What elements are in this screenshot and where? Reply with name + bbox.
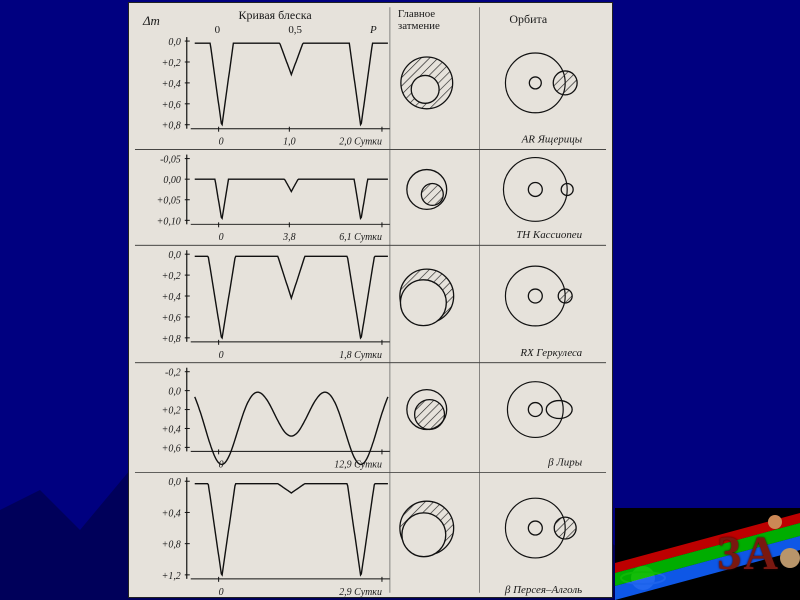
svg-text:+0,8: +0,8 [162,334,181,345]
col-eclipse-label-2: затмение [398,20,440,32]
svg-text:6,1 Сутки: 6,1 Сутки [339,232,382,243]
svg-text:2,0 Сутки: 2,0 Сутки [339,137,382,148]
svg-text:0: 0 [219,587,224,597]
col-eclipse-label: Главное [398,8,435,20]
svg-text:0: 0 [219,137,224,148]
svg-text:0: 0 [219,232,224,243]
slide-logo: 3А [615,508,800,600]
svg-text:0,5: 0,5 [288,24,302,36]
slide-logo-text: 3А [717,526,780,581]
system-name: β Персея–Алголь [504,584,582,596]
col-curve-label: Кривая блеска [239,8,313,22]
svg-text:0: 0 [215,24,221,36]
svg-text:3,8: 3,8 [282,232,295,243]
svg-text:+0,2: +0,2 [162,406,181,417]
svg-text:2,9 Сутки: 2,9 Сутки [339,587,382,597]
svg-text:+0,8: +0,8 [162,540,181,551]
svg-text:+0,6: +0,6 [162,443,181,454]
svg-text:+0,8: +0,8 [162,121,181,132]
svg-text:0,0: 0,0 [168,37,180,48]
y-axis-label: Δm [142,13,160,28]
svg-text:+0,10: +0,10 [157,216,181,227]
system-name: ТН Кассиопеи [516,229,582,241]
svg-text:0,0: 0,0 [168,250,180,261]
svg-text:+0,4: +0,4 [162,424,181,435]
svg-text:0,00: 0,00 [163,175,180,186]
svg-text:+0,4: +0,4 [162,292,181,303]
svg-text:+0,6: +0,6 [162,313,181,324]
col-orbit-label: Орбита [509,12,547,26]
system-name: β Лиры [547,456,583,468]
svg-text:-0,2: -0,2 [165,368,181,379]
lightcurve-figure: Δm Кривая блеска Главное затмение Орбита… [128,2,613,598]
svg-text:-0,05: -0,05 [160,155,181,166]
svg-text:+0,2: +0,2 [162,58,181,69]
svg-text:+0,4: +0,4 [162,508,181,519]
svg-text:0,0: 0,0 [168,477,180,488]
system-name: AR Ящерицы [521,134,583,146]
svg-text:+0,6: +0,6 [162,100,181,111]
svg-text:Р: Р [369,24,377,36]
svg-text:0: 0 [219,459,224,470]
svg-text:12,9 Сутки: 12,9 Сутки [334,459,382,470]
svg-text:1,0: 1,0 [283,137,295,148]
system-name: RX Геркулеса [519,347,582,359]
svg-text:+1,2: +1,2 [162,571,181,582]
svg-text:+0,2: +0,2 [162,271,181,282]
svg-text:0,0: 0,0 [168,387,180,398]
svg-text:1,8 Сутки: 1,8 Сутки [339,350,382,361]
svg-text:+0,4: +0,4 [162,79,181,90]
svg-text:+0,05: +0,05 [157,196,181,207]
svg-text:0: 0 [219,350,224,361]
slide: Δm Кривая блеска Главное затмение Орбита… [0,0,800,600]
